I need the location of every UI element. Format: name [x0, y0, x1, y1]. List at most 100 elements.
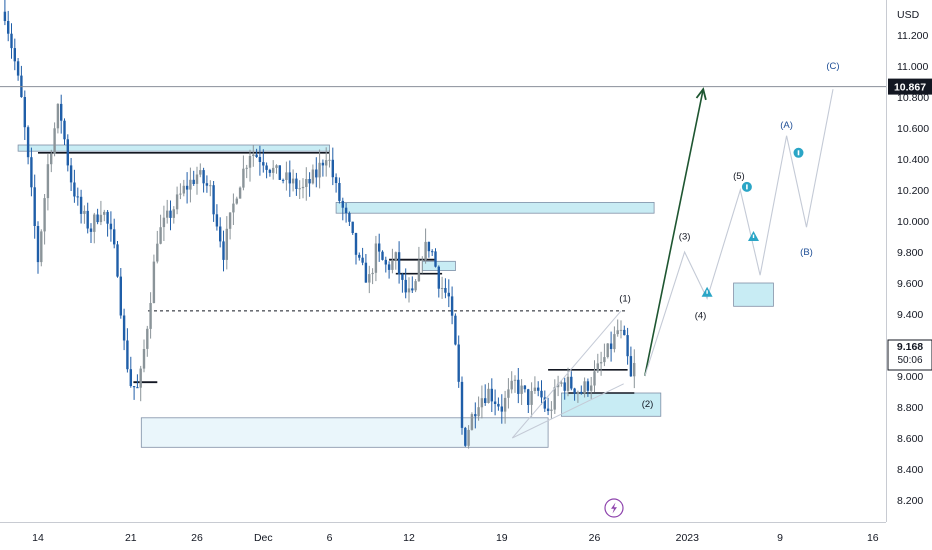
candlestick: [209, 180, 212, 197]
candlestick: [447, 279, 450, 308]
candle-layer: [3, 0, 636, 449]
triangle-trendline[interactable]: [512, 383, 624, 439]
candlestick: [381, 250, 384, 261]
candlestick: [179, 183, 182, 200]
time-tick-label: 9: [777, 532, 783, 544]
candlestick: [596, 353, 599, 373]
wave-label-4[interactable]: (4): [695, 311, 707, 322]
candlestick: [613, 326, 616, 353]
time-axis[interactable]: 14 21 26 Dec 6 12 19 26 2023 9 16: [0, 522, 886, 545]
candlestick: [36, 221, 40, 274]
candlestick: [351, 221, 354, 235]
time-tick-label: 19: [496, 532, 508, 544]
chart-plot-area[interactable]: (1) (2) (3) (4) (5) (A) (B) (C): [0, 0, 886, 449]
zone-november-highs[interactable]: [17, 144, 330, 152]
candlestick: [258, 145, 262, 176]
candlestick: [219, 217, 222, 248]
candlestick: [43, 194, 46, 245]
price-axis[interactable]: USD 11.200 11.000 10.800 10.600 10.400 10.200…: [886, 0, 932, 522]
candlestick: [83, 205, 86, 224]
candlestick: [222, 230, 225, 272]
candlestick: [477, 396, 480, 421]
bolt-icon[interactable]: [604, 498, 624, 518]
time-tick-label: 2023: [676, 532, 700, 544]
candlestick: [96, 208, 99, 225]
wave-label-a[interactable]: (A): [780, 120, 793, 131]
candlestick: [26, 125, 30, 165]
triangle-trendline[interactable]: [511, 310, 622, 439]
candlestick: [338, 177, 341, 204]
candlestick: [182, 179, 185, 197]
last-price-tag: 9.168 50:06: [887, 339, 932, 371]
projection-impulse-arrow[interactable]: [644, 89, 704, 377]
candlestick: [288, 160, 291, 197]
demand-zone-november-low[interactable]: [140, 417, 549, 448]
candlestick: [255, 148, 258, 158]
wave-label-2[interactable]: (2): [642, 399, 654, 410]
candlestick: [262, 149, 265, 173]
arrow-head-icon: [695, 87, 707, 101]
info-badge-wave-a-info-icon[interactable]: [793, 147, 804, 158]
candlestick: [546, 397, 550, 416]
candlestick: [629, 346, 633, 377]
candlestick: [238, 186, 242, 199]
candlestick: [520, 379, 523, 405]
candlestick: [79, 189, 83, 224]
candlestick: [192, 170, 195, 186]
candlestick: [361, 247, 364, 266]
target-zone-wave-c[interactable]: [733, 282, 774, 307]
time-tick-label: 14: [32, 532, 44, 544]
candlestick: [354, 232, 358, 265]
wave-label-5[interactable]: (5): [733, 171, 745, 182]
projection-wave-path[interactable]: [644, 89, 834, 377]
candlestick: [235, 196, 238, 205]
candlestick: [252, 145, 255, 167]
candlestick: [212, 181, 215, 222]
horizontal-line-price-tag: 10.867: [888, 78, 932, 95]
candlestick: [13, 38, 16, 71]
candlestick: [404, 268, 407, 299]
candlestick: [30, 147, 33, 197]
candlestick: [580, 385, 583, 395]
wave-label-c[interactable]: (C): [826, 61, 839, 72]
warning-badge-wave-4-warning-icon[interactable]: [701, 286, 713, 297]
candlestick: [205, 175, 209, 193]
candlestick: [590, 377, 593, 399]
candlestick: [334, 173, 338, 193]
time-tick-label: Dec: [254, 532, 273, 544]
candlestick: [225, 216, 228, 270]
candlestick: [129, 356, 132, 388]
candlestick: [113, 218, 116, 249]
candlestick: [301, 178, 305, 199]
candlestick: [142, 339, 146, 373]
candlestick: [454, 313, 457, 346]
wave-label-b[interactable]: (B): [800, 247, 813, 258]
candlestick: [278, 165, 281, 180]
time-tick-label: 26: [191, 532, 203, 544]
price-tick-label: 8.800: [897, 402, 923, 414]
wave-label-1[interactable]: (1): [619, 294, 631, 305]
candlestick: [493, 389, 497, 416]
candlestick: [421, 256, 424, 274]
candlestick: [484, 384, 487, 406]
candlestick: [308, 172, 311, 197]
candlestick: [517, 368, 520, 404]
warning-badge-wave-3-target-warning-icon[interactable]: [748, 231, 759, 241]
zone-layer: [17, 144, 774, 448]
candlestick: [268, 168, 272, 177]
price-tick-label: 8.400: [897, 464, 923, 476]
price-tick-label: 9.600: [897, 278, 923, 290]
info-badge-wave-5-info-icon[interactable]: [741, 181, 752, 192]
candlestick: [470, 412, 474, 431]
candlestick: [371, 268, 374, 285]
candlestick: [391, 248, 394, 274]
candlestick: [331, 147, 334, 186]
supply-zone-december[interactable]: [335, 201, 655, 214]
candlestick: [265, 162, 268, 179]
wave-label-3[interactable]: (3): [679, 232, 691, 243]
candlestick: [162, 205, 166, 241]
candlestick: [609, 331, 613, 362]
candlestick: [305, 167, 308, 201]
candlestick: [195, 166, 199, 195]
